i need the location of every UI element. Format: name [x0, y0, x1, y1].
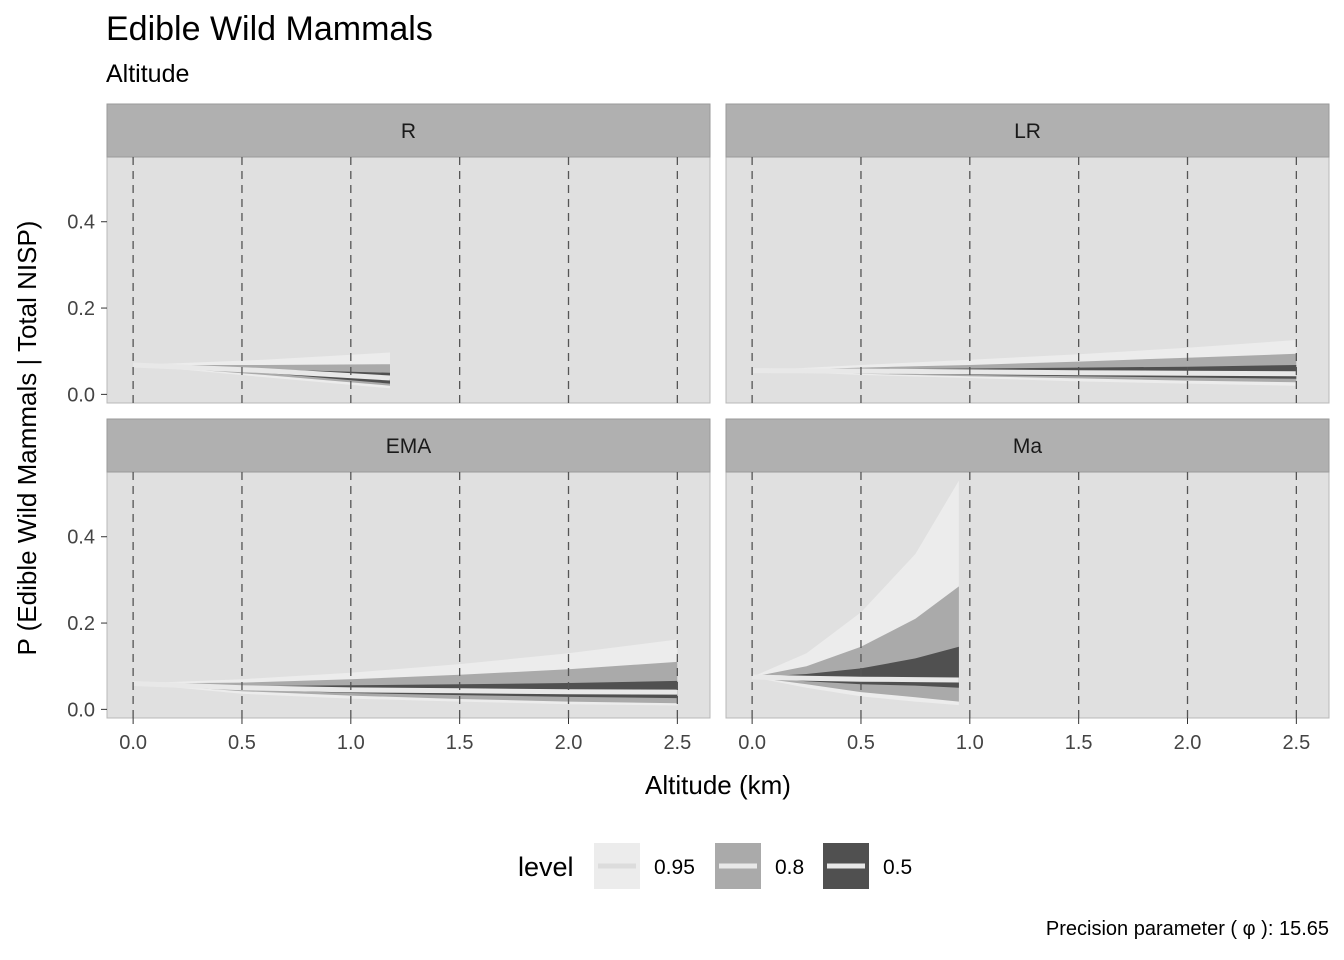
median-line [132, 362, 391, 381]
x-tick-label: 2.5 [1282, 732, 1310, 754]
y-tick-label: 0.4 [67, 527, 95, 549]
panel-background [106, 156, 711, 404]
x-tick-label: 1.5 [1065, 732, 1093, 754]
x-tick-label: 0.0 [119, 732, 147, 754]
median-line [133, 681, 678, 695]
facet-strip-label: LR [1014, 120, 1041, 143]
facet-strip-label: EMA [386, 435, 432, 458]
chart-title: Edible Wild Mammals [106, 10, 433, 48]
panel-ma: Ma 0.0 0.5 1.0 1.5 2.0 2.5 [725, 418, 1330, 754]
legend-label-80: 0.8 [775, 856, 804, 879]
y-tick-label: 0.2 [67, 613, 95, 635]
x-tick-label: 0.5 [228, 732, 256, 754]
panel-ema: EMA 0.0 0.2 0.4 0.0 0.5 1.0 1.5 2.0 2.5 [67, 418, 711, 754]
x-axis-label: Altitude (km) [645, 770, 791, 800]
panel-r: R 0.0 0.2 0.4 [67, 103, 711, 406]
x-tick-label: 1.0 [337, 732, 365, 754]
y-axis-label: P (Edible Wild Mammals | Total NISP) [12, 221, 42, 656]
x-tick-label: 2.5 [663, 732, 691, 754]
legend-title: level [518, 852, 574, 882]
y-tick-label: 0.0 [67, 384, 95, 406]
y-tick-label: 0.2 [67, 298, 95, 320]
facet-strip [725, 418, 1330, 473]
x-tick-label: 2.0 [1174, 732, 1202, 754]
facet-strip [725, 103, 1330, 158]
facet-strip-label: R [401, 120, 416, 143]
facet-strip [106, 418, 711, 473]
legend-label-50: 0.5 [883, 856, 912, 879]
x-tick-label: 1.0 [956, 732, 984, 754]
median-line [752, 674, 959, 683]
x-tick-label: 0.5 [847, 732, 875, 754]
chart-subtitle: Altitude [106, 60, 189, 88]
facet-strip-label: Ma [1013, 435, 1042, 458]
x-tick-label: 1.5 [446, 732, 474, 754]
x-tick-label: 0.0 [738, 732, 766, 754]
x-tick-label: 2.0 [555, 732, 583, 754]
legend-label-95: 0.95 [654, 856, 695, 879]
legend: level 0.95 0.8 0.5 [518, 843, 912, 889]
facet-panels: R 0.0 0.2 0.4 LR EMA 0.0 0.2 0.4 0.0 0.5 1.0 1.5 2.0 2… [67, 103, 1330, 754]
panel-lr: LR [725, 103, 1330, 404]
facet-strip [106, 103, 711, 158]
y-tick-label: 0.0 [67, 699, 95, 721]
median-line [752, 368, 1297, 377]
precision-caption: Precision parameter ( φ ): 15.65 [1046, 918, 1329, 940]
y-tick-label: 0.4 [67, 212, 95, 234]
